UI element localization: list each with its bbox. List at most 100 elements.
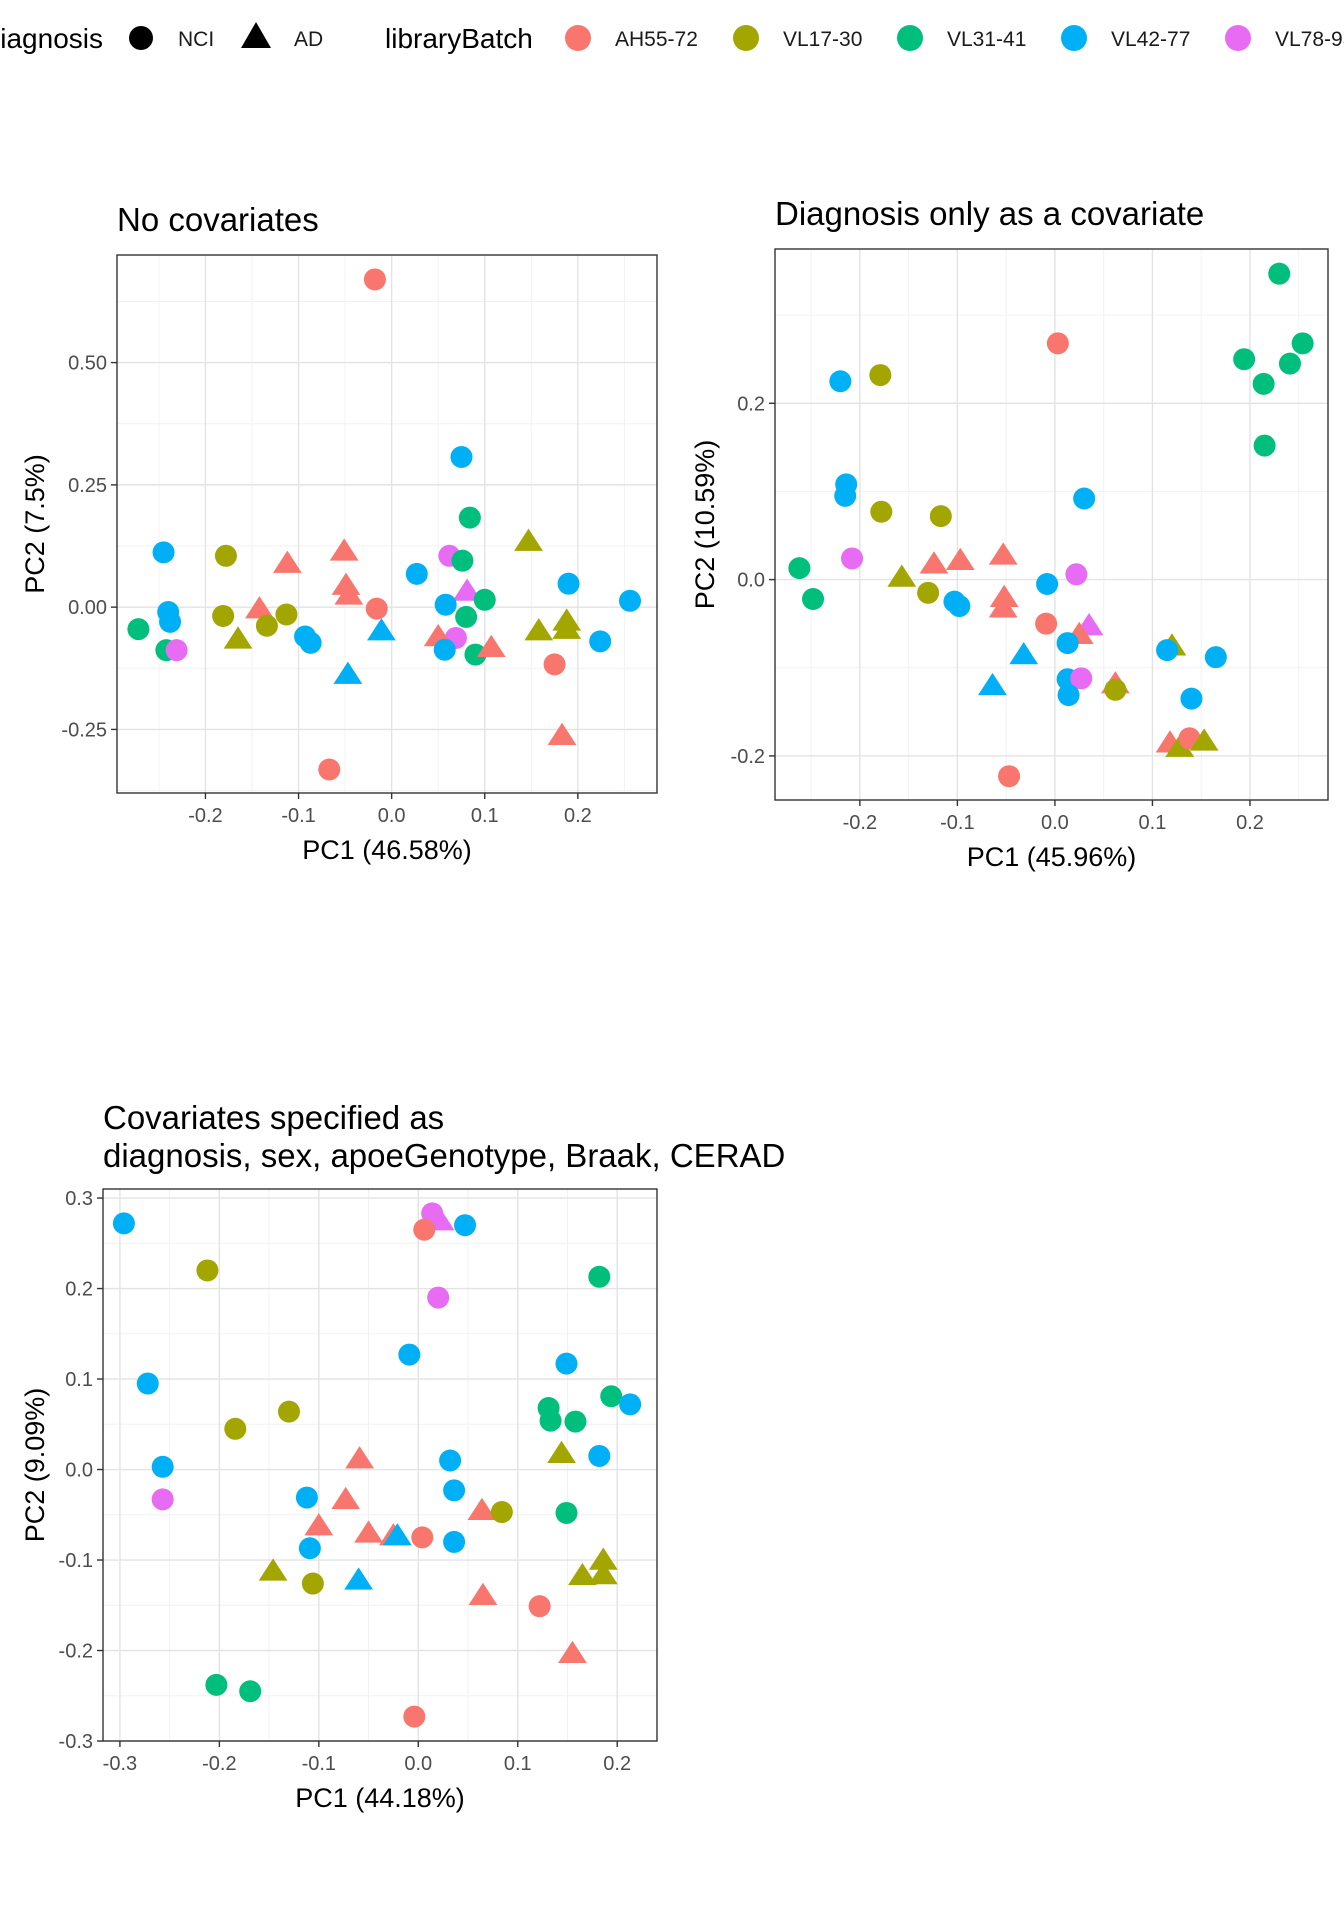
data-point-nci [998,765,1021,788]
data-point-nci [403,1705,426,1728]
data-point-nci [455,605,478,628]
data-point-ad [588,1561,618,1585]
data-point-ad [245,596,274,619]
data-point-nci [427,1286,450,1309]
data-point-ad [452,578,482,601]
x-tick-label: 0.1 [471,805,499,827]
panel-title: diagnosis, sex, apoeGenotype, Braak, CER… [103,1137,785,1174]
data-point-nci [136,1372,159,1395]
y-tick-label: 0.2 [65,1279,93,1301]
data-point-nci [239,1680,262,1703]
data-point-ad [547,1440,576,1463]
legend-vl42-77-label: VL42-77 [1111,28,1190,51]
data-point-nci [1252,372,1275,395]
y-tick-label: -0.25 [61,719,107,741]
legend-vl31-41-label: VL31-41 [947,28,1026,51]
data-point-nci [1278,352,1301,375]
y-tick-label: -0.1 [59,1550,93,1572]
plot-area [775,249,1328,800]
y-axis-label: PC2 (7.5%) [20,454,50,594]
data-point-nci [1180,687,1203,710]
data-point-nci [214,544,237,567]
data-point-ad [331,1486,361,1510]
x-tick-label: 0.2 [1236,812,1264,834]
data-point-nci [439,1449,462,1472]
data-point-nci [318,758,341,781]
legend-ah55-72-label: AH55-72 [615,28,698,51]
data-point-nci [433,638,456,661]
data-point-nci [870,500,893,523]
data-point-nci [600,1385,623,1408]
data-point-nci [1070,667,1093,690]
data-point-ad [345,1446,374,1469]
data-point-nci [301,1572,324,1595]
y-tick-label: 0.1 [65,1369,93,1391]
legend-vl78-93-label: VL78-93 [1275,28,1344,51]
data-point-nci [411,1526,434,1549]
data-point-nci [788,557,811,580]
data-point-nci [473,588,496,611]
data-point-nci [1156,639,1179,662]
data-point-ad [568,1562,597,1586]
data-point-ad [333,661,363,684]
x-tick-label: 0.1 [504,1753,532,1775]
legend-nci-label: NCI [178,28,214,51]
plot-area [117,255,657,793]
data-point-nci [205,1673,228,1696]
data-point-ad [547,722,577,746]
y-tick-label: 0.00 [68,597,107,619]
data-point-nci [829,370,852,393]
data-point-nci [1036,573,1059,596]
data-point-nci [255,614,278,637]
data-point-nci [619,1393,642,1416]
plot-area [103,1189,657,1741]
data-point-nci [929,505,952,528]
data-point-nci [454,1214,477,1237]
data-point-nci [405,562,428,585]
x-tick-label: 0.0 [378,805,406,827]
data-point-nci [277,1400,300,1423]
data-point-nci [1104,678,1127,701]
data-point-nci [1233,348,1256,371]
legend-color-title: libraryBatch [385,23,533,54]
data-point-ad [476,634,506,658]
y-axis-label: PC2 (10.59%) [690,440,720,610]
data-point-nci [869,364,892,387]
data-point-nci [1204,646,1227,669]
legend-vl42-77-key [1061,25,1087,51]
data-point-ad [304,1513,334,1536]
y-tick-label: 0.2 [737,393,765,415]
y-tick-label: 0.25 [68,475,107,497]
x-tick-label: 0.2 [564,805,592,827]
data-point-nci [1268,262,1291,285]
data-point-nci [434,593,457,616]
data-point-nci [1291,332,1314,355]
data-point-nci [557,572,580,595]
data-point-nci [159,610,182,633]
data-point-ad [383,1523,412,1546]
data-point-ad [919,551,949,574]
data-point-nci [564,1410,587,1433]
data-point-nci [539,1409,562,1432]
panel-title: Diagnosis only as a covariate [775,195,1204,232]
data-point-nci [588,1265,611,1288]
data-point-nci [196,1259,219,1282]
data-point-nci [151,1488,174,1511]
data-point-ad [334,582,364,605]
data-point-nci [1065,563,1088,586]
data-point-nci [1073,487,1096,510]
x-tick-label: -0.2 [843,812,877,834]
data-point-nci [1253,434,1276,457]
legend-nci-key [129,26,153,50]
x-tick-label: -0.1 [302,1753,336,1775]
data-point-nci [1046,332,1069,355]
x-tick-label: -0.2 [188,805,222,827]
y-tick-label: 0.0 [737,570,765,592]
x-tick-label: 0.2 [603,1753,631,1775]
data-point-nci [543,653,566,676]
y-axis-label: PC2 (9.09%) [20,1388,50,1543]
data-point-ad [988,542,1018,565]
data-point-nci [451,549,474,572]
data-point-ad [273,550,302,573]
pca-panels: -0.2 -0.1 0.0 0.1 0.2 -0.25 0.00 0.25 0.50 PC1 (4… [20,195,1329,1813]
